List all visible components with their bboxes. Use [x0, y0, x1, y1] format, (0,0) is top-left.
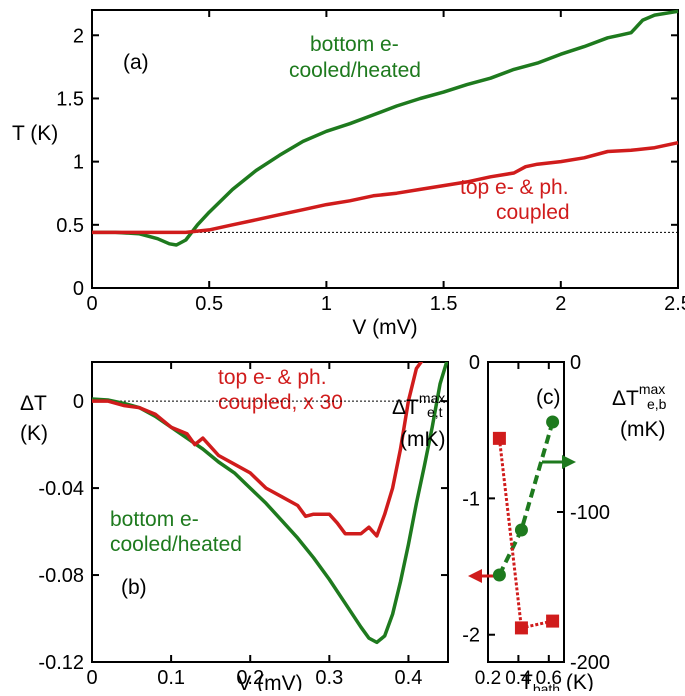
- panel-c-right-label-sub: e,b: [647, 396, 667, 412]
- panel-b-legend-red-2: coupled, x 30: [218, 391, 343, 414]
- panel-a-ytick-label: 1.5: [56, 88, 84, 110]
- panel-c-xtick-label: 0.4: [505, 668, 532, 689]
- panel-a-series-green: [92, 9, 679, 247]
- panel-c-right-unit: (mK): [620, 418, 666, 441]
- panel-a-legend-red-2: coupled: [496, 201, 570, 224]
- panel-c-left-ytick-label: -2: [462, 625, 480, 647]
- panel-b-legend-red-1: top e- & ph.: [218, 366, 327, 389]
- panel-c-xtick-label: 0.2: [475, 668, 501, 689]
- panel-b-frame: [91, 361, 449, 663]
- panel-a-legend-green-2: cooled/heated: [289, 59, 421, 82]
- panel-c-right-ytick-label: -200: [570, 652, 610, 674]
- panel-c-marker-red: [492, 431, 506, 445]
- panel-a-xtick-label: 0.5: [195, 293, 223, 315]
- panel-b-xtick-label: 0: [86, 667, 97, 689]
- panel-c-marker-green: [546, 415, 560, 429]
- panel-a-ytick-label: 0.5: [56, 215, 84, 237]
- panel-b-xtick-label: 0.1: [157, 667, 185, 689]
- panel-b-legend-green-2: cooled/heated: [110, 533, 242, 556]
- panel-a-xtick-label: 1: [321, 293, 332, 315]
- panel-c-right-label-sup: max: [639, 381, 665, 397]
- panel-b: (b) ΔT (K) V (mV) top e- & ph. coupled, …: [20, 361, 449, 695]
- panel-c-label: (c): [536, 386, 561, 409]
- panel-c: (c) ΔTmax e,t (mK) ΔTmax e,b (mK) Tbath …: [392, 352, 667, 696]
- panel-c-marker-red: [514, 621, 528, 635]
- panel-c-xtick-label: 0.6: [536, 668, 562, 689]
- panel-b-series-red: [92, 362, 424, 538]
- panel-a-legend-red-1: top e- & ph.: [460, 176, 569, 199]
- panel-c-right-ytick-label: 0: [570, 352, 581, 374]
- panel-b-ytick-label: -0.04: [38, 478, 84, 500]
- panel-a-label: (a): [123, 51, 149, 74]
- panel-b-ytick-label: -0.08: [38, 565, 84, 587]
- panel-a-xtick-label: 2: [555, 293, 566, 315]
- panel-a-frame: [91, 9, 679, 289]
- panel-c-left-label: ΔTmax: [392, 390, 445, 419]
- panel-b-xtick-label: 0.4: [395, 667, 423, 689]
- arrow-right-icon: [542, 455, 576, 469]
- panel-a-ylabel: T (K): [12, 122, 58, 145]
- panel-b-ylabel-2: (K): [20, 422, 48, 445]
- panel-c-marker-green: [492, 568, 506, 582]
- panel-c-left-ytick-label: 0: [469, 352, 480, 374]
- panel-c-right-label-main: ΔT: [612, 387, 639, 410]
- panel-a-xlabel: V (mV): [352, 316, 417, 339]
- panel-a-ytick-label: 0: [73, 278, 84, 300]
- panel-a-series-red: [92, 140, 679, 235]
- panel-a-xtick-label: 2.5: [664, 293, 685, 315]
- panel-b-ytick-label: 0: [73, 391, 84, 413]
- panel-c-right-ytick-label: -100: [570, 502, 610, 524]
- panel-a: (a) T (K) V (mV) bottom e- cooled/heated…: [12, 9, 685, 339]
- panel-b-xlabel: V (mV): [237, 672, 302, 691]
- panel-a-legend-green-1: bottom e-: [310, 33, 399, 56]
- panel-b-xtick-label: 0.3: [315, 667, 343, 689]
- panel-b-legend-green-1: bottom e-: [110, 508, 199, 531]
- panel-c-left-label-sup: max: [419, 390, 445, 406]
- panel-c-marker-green: [514, 523, 528, 537]
- panel-c-left-ytick-label: -1: [462, 488, 480, 510]
- panel-c-left-unit: (mK): [400, 428, 446, 451]
- panel-c-xlabel-unit: (K): [560, 671, 594, 691]
- panel-b-ytick-label: -0.12: [38, 652, 84, 674]
- panel-b-label: (b): [121, 576, 147, 599]
- panel-c-xlabel-main: T: [520, 671, 533, 691]
- panel-a-xtick-label: 0: [86, 293, 97, 315]
- panel-b-xtick-label: 0.2: [236, 667, 264, 689]
- panel-c-marker-red: [546, 614, 560, 628]
- panel-a-ytick-label: 1: [73, 152, 84, 174]
- panel-b-ylabel-1: ΔT: [20, 392, 47, 415]
- panel-a-ytick-label: 2: [73, 25, 84, 47]
- panel-c-left-label-main: ΔT: [392, 396, 419, 419]
- panel-c-left-label-sub: e,t: [427, 404, 443, 420]
- panel-c-right-label: ΔTmax: [612, 381, 665, 410]
- panel-a-xtick-label: 1.5: [430, 293, 458, 315]
